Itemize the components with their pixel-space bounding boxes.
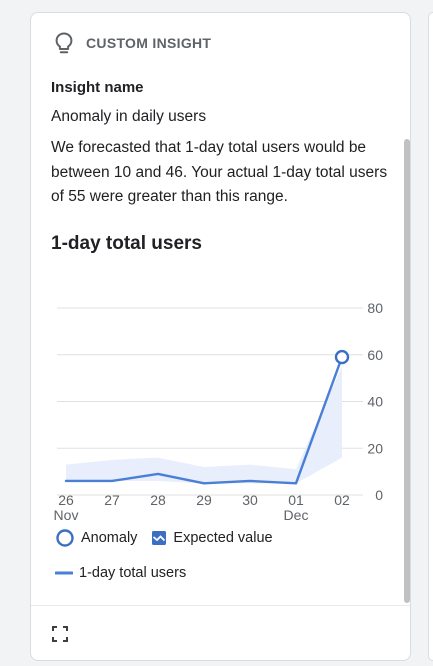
- card-title: CUSTOM INSIGHT: [86, 35, 212, 51]
- legend-label-expected-value: Expected value: [173, 530, 273, 546]
- data-point-28: [156, 472, 160, 476]
- data-point-30: [248, 479, 252, 483]
- insight-name-value: Anomaly in daily users: [51, 108, 207, 125]
- x-tick-sublabel: Dec: [284, 507, 309, 523]
- x-tick-label: 27: [104, 492, 120, 508]
- insight-name-label: Insight name: [51, 79, 144, 96]
- anomaly-point: [334, 349, 350, 365]
- fullscreen-icon[interactable]: [51, 625, 69, 643]
- line-series-icon: [55, 571, 73, 575]
- chart-legend-series: 1-day total users: [55, 565, 200, 581]
- data-point-29: [202, 481, 206, 485]
- data-point-01: [294, 481, 298, 485]
- x-tick-label: 28: [150, 492, 166, 508]
- data-point-26: [64, 479, 68, 483]
- x-tick-label: 02: [334, 492, 350, 508]
- scrollbar-thumb[interactable]: [404, 139, 410, 603]
- chart-grid: [57, 307, 363, 496]
- insight-description: We forecasted that 1-day total users wou…: [51, 139, 388, 205]
- x-tick-label: 30: [242, 492, 258, 508]
- anomaly-circle-icon: [56, 529, 74, 547]
- expected-value-band: [66, 366, 342, 484]
- y-tick-label: 0: [375, 487, 383, 503]
- legend-label-anomaly: Anomaly: [81, 530, 138, 546]
- x-tick-label: 29: [196, 492, 212, 508]
- custom-insight-card: CUSTOM INSIGHT Insight name Anomaly in d…: [30, 12, 411, 661]
- y-tick-label: 40: [367, 394, 383, 410]
- x-tick-label: 26: [58, 492, 74, 508]
- card-header: CUSTOM INSIGHT: [53, 31, 211, 55]
- adjacent-card: [428, 12, 433, 661]
- y-tick-label: 20: [367, 440, 383, 456]
- chart-title: 1-day total users: [51, 233, 202, 254]
- x-tick-label: 01: [288, 492, 304, 508]
- legend-item-series[interactable]: 1-day total users: [55, 565, 186, 581]
- legend-label-series: 1-day total users: [79, 565, 187, 581]
- series-line-1-day-total-users: [64, 355, 344, 485]
- legend-item-expected-value[interactable]: Expected value: [151, 530, 273, 546]
- x-tick-sublabel: Nov: [54, 507, 79, 523]
- y-tick-label: 60: [367, 347, 383, 363]
- data-point-27: [110, 479, 114, 483]
- chart-legend: Anomaly Expected value: [55, 528, 287, 548]
- y-tick-label: 80: [367, 300, 383, 316]
- legend-item-anomaly[interactable]: Anomaly: [55, 528, 137, 548]
- lightbulb-icon: [55, 32, 73, 54]
- footer-divider: [31, 605, 410, 606]
- expected-value-icon: [152, 531, 167, 545]
